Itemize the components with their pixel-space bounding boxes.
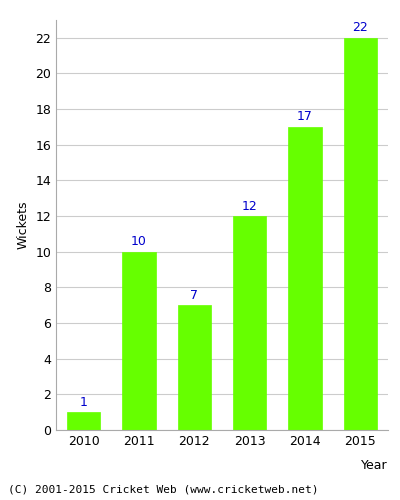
Text: Year: Year bbox=[361, 458, 388, 471]
Text: 22: 22 bbox=[352, 22, 368, 35]
Text: (C) 2001-2015 Cricket Web (www.cricketweb.net): (C) 2001-2015 Cricket Web (www.cricketwe… bbox=[8, 485, 318, 495]
Text: 7: 7 bbox=[190, 288, 198, 302]
Text: 10: 10 bbox=[131, 235, 147, 248]
Bar bbox=[344, 38, 377, 430]
Bar bbox=[67, 412, 100, 430]
Text: 12: 12 bbox=[242, 200, 258, 212]
Bar bbox=[122, 252, 156, 430]
Text: 17: 17 bbox=[297, 110, 313, 124]
Bar bbox=[178, 305, 211, 430]
Bar bbox=[233, 216, 266, 430]
Text: 1: 1 bbox=[80, 396, 88, 408]
Y-axis label: Wickets: Wickets bbox=[17, 200, 30, 249]
Bar bbox=[288, 127, 322, 430]
